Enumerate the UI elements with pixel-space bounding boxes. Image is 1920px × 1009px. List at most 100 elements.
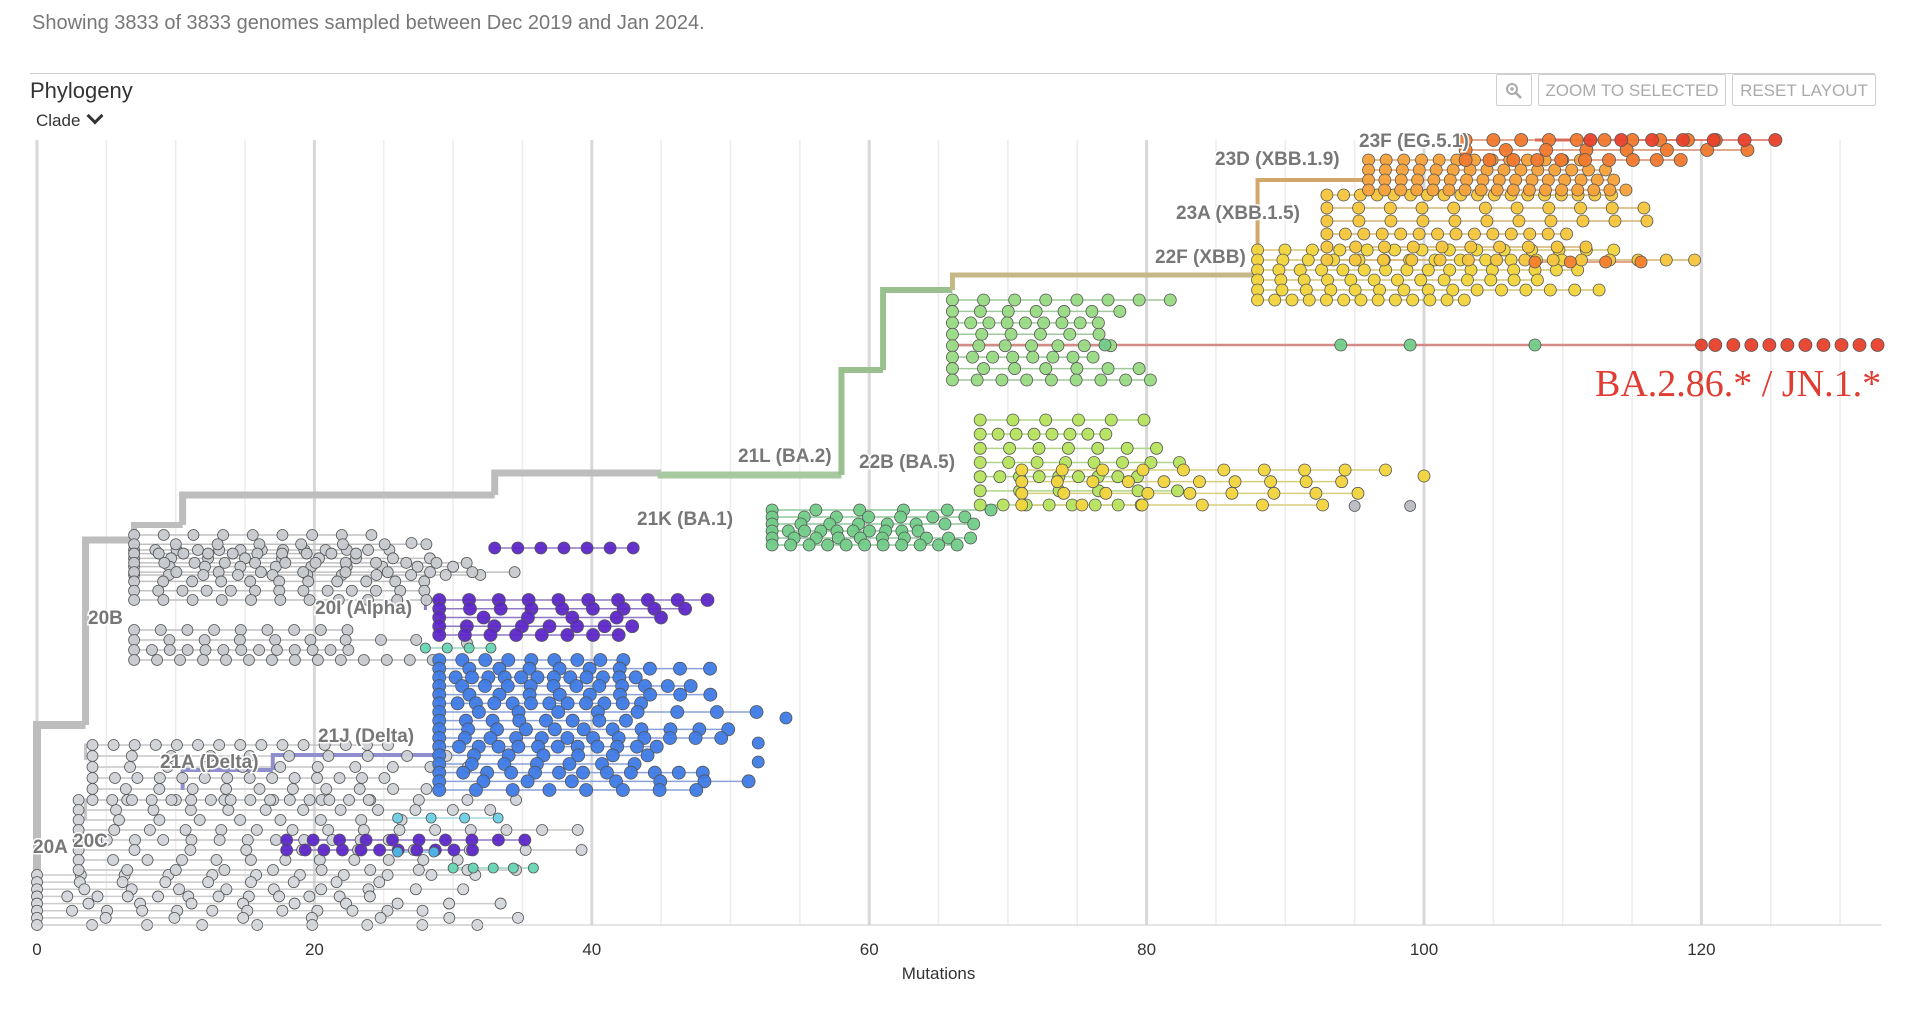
tip — [853, 503, 867, 517]
tip — [221, 772, 234, 784]
tip — [697, 774, 712, 789]
tip — [1057, 486, 1071, 500]
tip — [1337, 188, 1351, 202]
clade-label: 20B — [88, 608, 123, 629]
tip — [106, 794, 119, 806]
tip — [1548, 163, 1562, 177]
tip — [603, 541, 617, 555]
tip — [1077, 339, 1091, 353]
tip — [315, 864, 328, 876]
tip — [124, 761, 136, 773]
tip — [1299, 475, 1313, 489]
tip — [509, 628, 524, 642]
tip — [1484, 273, 1498, 287]
tip — [324, 644, 337, 656]
tip — [125, 750, 138, 762]
tip — [1565, 163, 1579, 177]
tip — [469, 783, 483, 797]
annotation-label: BA.2.86.* / JN.1.* — [1595, 363, 1881, 405]
tip — [1379, 463, 1392, 477]
tip — [362, 544, 375, 556]
zoom-button[interactable] — [1496, 74, 1532, 106]
tip — [439, 569, 452, 581]
tip — [1002, 456, 1016, 469]
tip — [1410, 183, 1424, 197]
tip — [1050, 475, 1064, 489]
tip — [443, 897, 455, 910]
tip — [975, 327, 989, 341]
clade-label: 23F (EG.5.1) — [1359, 131, 1469, 152]
tip — [373, 843, 386, 857]
tip — [1486, 133, 1501, 147]
tip — [288, 772, 301, 784]
tip — [250, 824, 263, 836]
tip — [244, 794, 257, 806]
tip — [564, 774, 579, 789]
tip — [491, 833, 505, 847]
color-by-value: Clade — [36, 111, 81, 130]
tip — [911, 524, 925, 538]
tip — [302, 575, 315, 588]
zoom-to-selected-button[interactable]: ZOOM TO SELECTED — [1538, 74, 1726, 106]
tip — [593, 653, 608, 667]
tip — [331, 575, 344, 588]
tip — [1008, 293, 1022, 307]
tip — [392, 812, 404, 824]
tip — [1137, 413, 1151, 427]
reset-layout-button[interactable]: RESET LAYOUT — [1732, 74, 1876, 106]
tip — [318, 739, 331, 751]
tip — [542, 696, 557, 711]
tip — [128, 739, 141, 751]
tip — [243, 750, 256, 762]
tip — [215, 824, 228, 836]
tip — [1009, 427, 1023, 441]
tip — [1798, 338, 1813, 352]
tip — [471, 705, 486, 719]
tip — [439, 833, 452, 847]
tip — [1626, 153, 1640, 167]
clade-label: 20I (Alpha) — [315, 598, 412, 619]
tip — [1579, 240, 1593, 254]
tip — [280, 843, 294, 857]
tip — [374, 911, 387, 924]
tip — [1528, 255, 1542, 269]
tip — [113, 814, 125, 826]
tip — [967, 517, 981, 531]
tip — [461, 794, 474, 806]
tip — [993, 470, 1007, 484]
tip — [304, 634, 317, 646]
tip — [1550, 240, 1564, 254]
tip — [240, 844, 253, 856]
tip — [339, 739, 352, 751]
tip — [1415, 201, 1429, 215]
tip — [288, 897, 301, 910]
tip — [61, 890, 74, 903]
tip — [950, 538, 964, 552]
tip — [970, 373, 984, 387]
tip — [484, 804, 497, 816]
tip — [432, 783, 447, 797]
tip — [483, 731, 498, 745]
tree-tips[interactable] — [31, 133, 1885, 931]
tip — [208, 624, 221, 636]
tip — [519, 722, 533, 737]
color-by-dropdown[interactable]: Clade — [36, 107, 104, 131]
tip — [1645, 133, 1659, 147]
tip — [1426, 183, 1440, 197]
tip — [365, 529, 378, 541]
tip — [1435, 240, 1449, 254]
tip — [973, 456, 987, 469]
tip — [165, 794, 178, 806]
tip — [714, 731, 729, 745]
tip — [1461, 253, 1475, 267]
tip — [315, 883, 328, 896]
tip — [1006, 413, 1020, 427]
tip — [1480, 214, 1494, 228]
panel-title: Phylogeny — [30, 78, 133, 103]
tip — [169, 864, 182, 876]
tip — [222, 804, 235, 816]
tip — [361, 750, 374, 762]
tip — [977, 362, 990, 375]
tip — [147, 804, 160, 816]
